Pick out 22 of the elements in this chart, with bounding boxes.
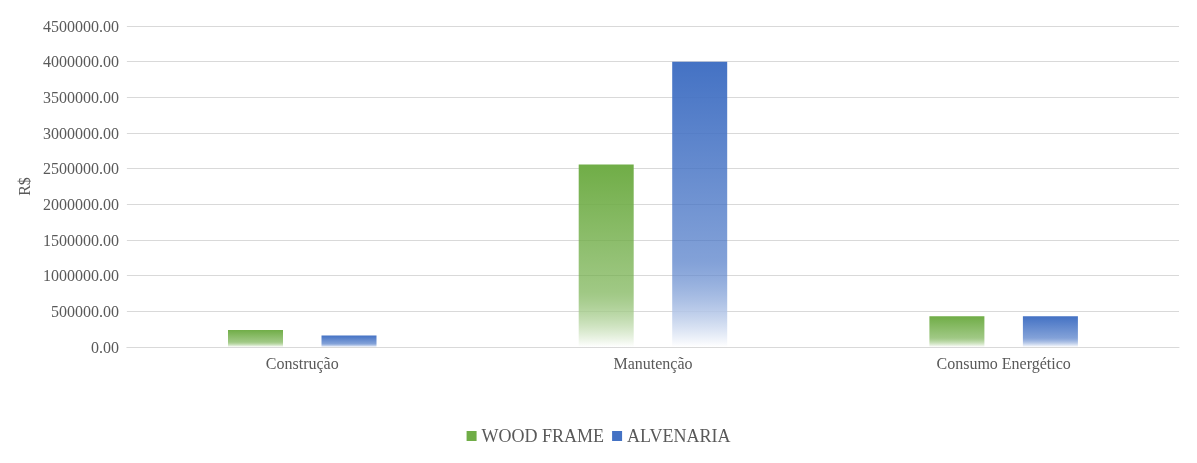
bar xyxy=(578,164,634,347)
y-tick-label: 500000.00 xyxy=(50,302,119,320)
bar xyxy=(672,61,728,347)
y-tick-label: 2000000.00 xyxy=(42,195,119,213)
x-tick-label: Manutenção xyxy=(613,354,693,373)
x-tick-label: Construção xyxy=(265,354,339,373)
y-tick-label: 4500000.00 xyxy=(42,17,119,35)
y-tick-label: 3000000.00 xyxy=(42,124,119,142)
y-axis-title: R$ xyxy=(15,177,33,196)
legend-label: ALVENARIA xyxy=(627,426,731,446)
y-tick-label: 1000000.00 xyxy=(42,267,119,285)
bar xyxy=(929,316,985,347)
bar xyxy=(1022,316,1078,347)
bar xyxy=(321,335,377,347)
y-tick-label: 3500000.00 xyxy=(42,88,119,106)
y-tick-label: 0.00 xyxy=(90,338,119,356)
y-tick-label: 2500000.00 xyxy=(42,160,119,178)
bar xyxy=(228,329,283,347)
y-tick-label: 4000000.00 xyxy=(42,53,119,71)
x-tick-label: Consumo Energético xyxy=(936,354,1071,373)
legend-label: WOOD FRAME xyxy=(481,426,605,446)
y-tick-label: 1500000.00 xyxy=(42,231,119,249)
